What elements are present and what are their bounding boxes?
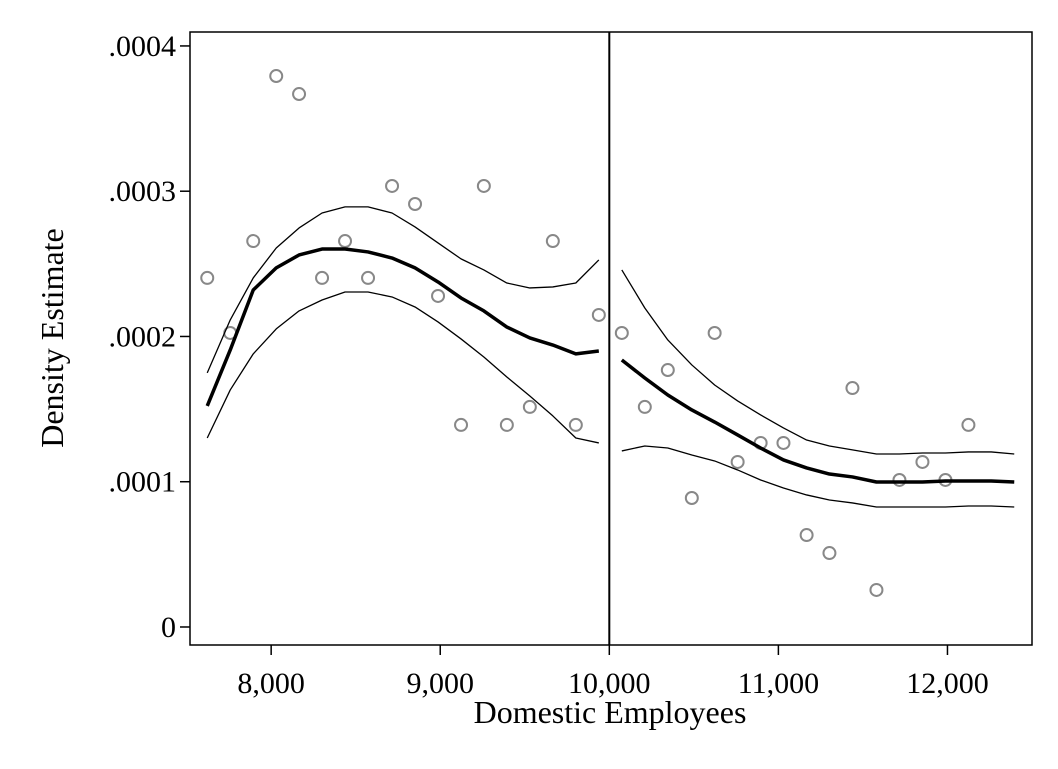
data-point [408,196,423,211]
data-point [730,454,745,469]
data-point [660,363,675,378]
data-point [799,528,814,543]
data-point [915,454,930,469]
data-point [707,325,722,340]
x-tick-label: 11,000 [738,667,819,700]
data-point [522,399,537,414]
data-point [892,472,907,487]
data-point [614,325,629,340]
data-point [869,582,884,597]
data-point [361,270,376,285]
fit-line [621,269,1015,455]
fit-line [206,291,599,444]
data-point [454,417,469,432]
y-axis-title: Density Estimate [34,228,70,448]
data-point [476,178,491,193]
data-point [200,270,215,285]
data-point [315,270,330,285]
plot-frame [189,31,1033,646]
fit-line [205,247,600,407]
y-tick-label: 0 [161,611,176,644]
data-point [684,490,699,505]
data-point [961,417,976,432]
fit-line [621,445,1015,508]
data-point [776,435,791,450]
data-point [845,381,860,396]
data-point [591,307,606,322]
data-point [637,399,652,414]
y-tick-label: .0003 [109,175,177,208]
fit-line [620,358,1015,484]
x-tick-label: 10,000 [568,667,651,700]
y-tick-label: .0001 [109,466,177,499]
data-point [269,69,284,84]
data-point [385,178,400,193]
data-point [822,546,837,561]
fit-line [206,206,600,374]
data-point [246,234,261,249]
x-axis-title: Domestic Employees [474,694,747,730]
data-point [431,288,446,303]
data-point [568,417,583,432]
x-tick-label: 8,000 [237,667,305,700]
data-point [338,234,353,249]
x-tick-label: 12,000 [906,667,989,700]
y-tick-label: .0004 [109,30,177,63]
data-point [499,417,514,432]
data-point [545,234,560,249]
y-tick-label: .0002 [109,320,177,353]
data-point [292,87,307,102]
x-tick-label: 9,000 [406,667,474,700]
